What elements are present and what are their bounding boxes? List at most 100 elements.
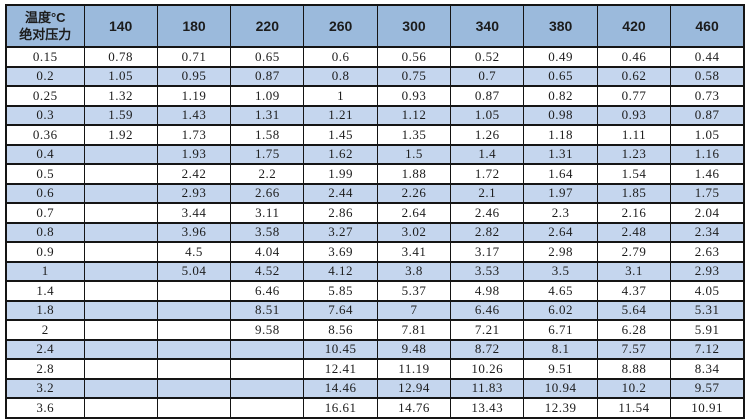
value-cell: 6.28 [596, 319, 672, 341]
temperature-column-header: 300 [376, 4, 452, 48]
value-cell: 4.04 [230, 241, 305, 263]
value-cell: 3.41 [376, 241, 452, 263]
value-cell: 0.93 [376, 85, 452, 107]
value-cell: 14.46 [303, 377, 378, 399]
table-row: 3.6 16.61 14.76 13.43 12.39 11.54 10.91 [5, 397, 745, 419]
value-cell: 0.7 [450, 65, 525, 87]
value-cell [83, 163, 158, 185]
value-cell: 1.85 [596, 182, 672, 204]
value-cell: 1.97 [523, 182, 598, 204]
value-cell: 1.72 [450, 163, 525, 185]
pressure-cell: 0.7 [5, 202, 85, 224]
value-cell [83, 299, 158, 321]
value-cell: 1.23 [596, 143, 672, 165]
value-cell: 13.43 [450, 397, 525, 419]
value-cell: 0.87 [450, 85, 525, 107]
value-cell: 2.48 [596, 221, 672, 243]
value-cell: 1.05 [83, 65, 158, 87]
value-cell [156, 280, 232, 302]
table-row: 0.3 1.59 1.43 1.31 1.21 1.12 1.05 0.98 0.93 0.87 [5, 104, 745, 126]
value-cell [83, 182, 158, 204]
value-cell: 12.39 [523, 397, 598, 419]
value-cell [83, 241, 158, 263]
value-cell [83, 358, 158, 380]
value-cell [156, 358, 232, 380]
table-row: 0.7 3.44 3.11 2.86 2.64 2.46 2.3 2.16 2.04 [5, 202, 745, 224]
pressure-cell: 1.8 [5, 299, 85, 321]
value-cell: 0.52 [450, 46, 525, 68]
value-cell: 10.45 [303, 338, 378, 360]
value-cell: 3.5 [523, 260, 598, 282]
value-cell: 6.02 [523, 299, 598, 321]
value-cell: 7 [376, 299, 452, 321]
value-cell: 8.51 [230, 299, 305, 321]
table-row: 2 9.58 8.56 7.81 7.21 6.71 6.28 5.91 [5, 319, 745, 341]
value-cell [156, 377, 232, 399]
temperature-column-header: 340 [450, 4, 525, 48]
value-cell: 8.1 [523, 338, 598, 360]
value-cell [230, 338, 305, 360]
value-cell: 0.62 [596, 65, 672, 87]
table-row: 0.15 0.78 0.71 0.65 0.6 0.56 0.52 0.49 0.46 0.44 [5, 46, 745, 68]
value-cell: 1.75 [230, 143, 305, 165]
table-row: 2.4 10.45 9.48 8.72 8.1 7.57 7.12 [5, 338, 745, 360]
table-row: 1.4 6.46 5.85 5.37 4.98 4.65 4.37 4.05 [5, 280, 745, 302]
value-cell [83, 260, 158, 282]
value-cell: 3.11 [230, 202, 305, 224]
value-cell: 11.83 [450, 377, 525, 399]
value-cell: 1.32 [83, 85, 158, 107]
value-cell: 1.58 [230, 124, 305, 146]
pressure-cell: 1 [5, 260, 85, 282]
value-cell: 8.72 [450, 338, 525, 360]
value-cell: 2.98 [523, 241, 598, 263]
value-cell: 1.93 [156, 143, 232, 165]
value-cell: 1.75 [670, 182, 745, 204]
value-cell: 10.26 [450, 358, 525, 380]
value-cell: 3.02 [376, 221, 452, 243]
value-cell: 2.42 [156, 163, 232, 185]
value-cell [83, 397, 158, 419]
value-cell: 3.58 [230, 221, 305, 243]
value-cell: 3.17 [450, 241, 525, 263]
value-cell: 1.31 [523, 143, 598, 165]
pressure-cell: 2 [5, 319, 85, 341]
value-cell: 2.1 [450, 182, 525, 204]
table-row: 2.8 12.41 11.19 10.26 9.51 8.88 8.34 [5, 358, 745, 380]
value-cell [230, 358, 305, 380]
value-cell: 7.81 [376, 319, 452, 341]
value-cell: 1.5 [376, 143, 452, 165]
value-cell: 2.66 [230, 182, 305, 204]
value-cell: 1 [303, 85, 378, 107]
value-cell: 1.18 [523, 124, 598, 146]
table-row: 0.4 1.93 1.75 1.62 1.5 1.4 1.31 1.23 1.16 [5, 143, 745, 165]
corner-header-cell: 温度°C 绝对压力 [5, 4, 85, 48]
value-cell: 2.79 [596, 241, 672, 263]
value-cell: 4.05 [670, 280, 745, 302]
value-cell: 6.46 [450, 299, 525, 321]
value-cell: 11.19 [376, 358, 452, 380]
value-cell: 1.43 [156, 104, 232, 126]
value-cell: 5.31 [670, 299, 745, 321]
value-cell [156, 319, 232, 341]
pressure-cell: 0.9 [5, 241, 85, 263]
value-cell: 7.12 [670, 338, 745, 360]
pressure-cell: 0.5 [5, 163, 85, 185]
value-cell: 3.69 [303, 241, 378, 263]
value-cell: 9.57 [670, 377, 745, 399]
value-cell: 5.04 [156, 260, 232, 282]
value-cell: 3.27 [303, 221, 378, 243]
value-cell [83, 338, 158, 360]
value-cell: 1.09 [230, 85, 305, 107]
value-cell: 9.58 [230, 319, 305, 341]
pressure-cell: 3.6 [5, 397, 85, 419]
value-cell [83, 319, 158, 341]
value-cell [230, 377, 305, 399]
value-cell: 1.73 [156, 124, 232, 146]
value-cell [156, 299, 232, 321]
value-cell: 10.91 [670, 397, 745, 419]
value-cell: 0.58 [670, 65, 745, 87]
value-cell: 0.87 [670, 104, 745, 126]
value-cell: 1.11 [596, 124, 672, 146]
value-cell: 1.21 [303, 104, 378, 126]
